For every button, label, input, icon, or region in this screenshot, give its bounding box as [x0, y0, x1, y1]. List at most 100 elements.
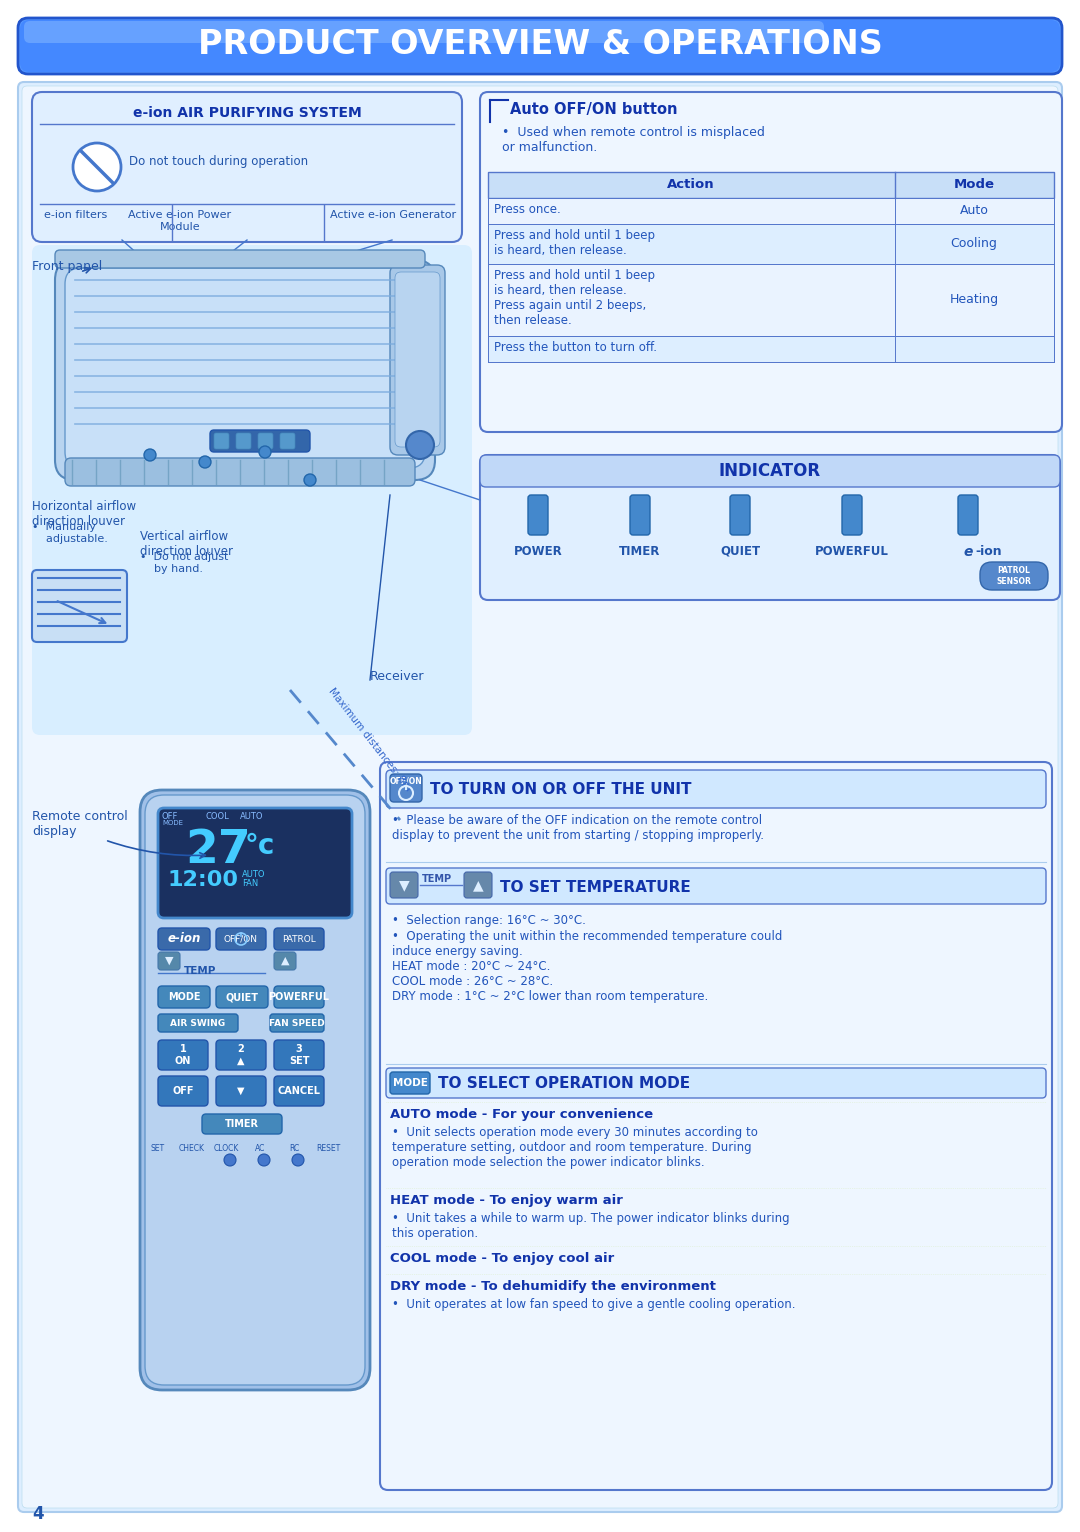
Text: POWERFUL: POWERFUL: [269, 993, 329, 1002]
Text: POWER: POWER: [514, 545, 563, 558]
Text: OFF: OFF: [172, 1086, 193, 1095]
Bar: [488, 198, 1054, 224]
Text: PATROL
SENSOR: PATROL SENSOR: [997, 567, 1031, 585]
Text: 4: 4: [32, 1504, 43, 1523]
Circle shape: [292, 1154, 303, 1166]
Text: ▼: ▼: [399, 878, 409, 892]
Text: COOL mode - To enjoy cool air: COOL mode - To enjoy cool air: [390, 1252, 615, 1265]
Circle shape: [303, 473, 316, 486]
FancyBboxPatch shape: [216, 928, 266, 950]
FancyBboxPatch shape: [216, 987, 268, 1008]
FancyBboxPatch shape: [274, 987, 324, 1008]
FancyBboxPatch shape: [216, 1075, 266, 1106]
FancyBboxPatch shape: [270, 1014, 324, 1033]
Text: •  Unit operates at low fan speed to give a gentle cooling operation.: • Unit operates at low fan speed to give…: [392, 1298, 796, 1311]
Text: Active e-ion Power
Module: Active e-ion Power Module: [129, 210, 231, 231]
Text: POWERFUL: POWERFUL: [815, 545, 889, 558]
Text: CLOCK: CLOCK: [214, 1144, 239, 1154]
Circle shape: [406, 430, 434, 460]
FancyBboxPatch shape: [237, 434, 251, 449]
Text: RESET: RESET: [315, 1144, 340, 1154]
Text: •  Operating the unit within the recommended temperature could
induce energy sav: • Operating the unit within the recommen…: [392, 930, 782, 1003]
Text: -ion: -ion: [975, 545, 1001, 558]
Text: •  Unit selects operation mode every 30 minutes according to
temperature setting: • Unit selects operation mode every 30 m…: [392, 1126, 758, 1169]
Bar: [488, 336, 1054, 362]
Text: 1
ON: 1 ON: [175, 1045, 191, 1066]
FancyBboxPatch shape: [158, 1040, 208, 1069]
Text: AUTO: AUTO: [242, 870, 266, 879]
FancyBboxPatch shape: [158, 928, 210, 950]
FancyBboxPatch shape: [730, 495, 750, 535]
FancyBboxPatch shape: [32, 245, 472, 735]
Text: TO SELECT OPERATION MODE: TO SELECT OPERATION MODE: [438, 1075, 690, 1091]
Text: Remote control
display: Remote control display: [32, 810, 127, 838]
Text: DRY mode - To dehumidify the environment: DRY mode - To dehumidify the environment: [390, 1281, 716, 1293]
Text: PRODUCT OVERVIEW & OPERATIONS: PRODUCT OVERVIEW & OPERATIONS: [198, 28, 882, 60]
Text: FAN SPEED: FAN SPEED: [269, 1019, 325, 1028]
Text: 27: 27: [185, 827, 251, 873]
Circle shape: [259, 446, 271, 458]
Text: 12:00: 12:00: [168, 870, 239, 890]
FancyBboxPatch shape: [158, 807, 352, 918]
Text: Auto: Auto: [959, 204, 988, 218]
Text: •  Unit takes a while to warm up. The power indicator blinks during
this operati: • Unit takes a while to warm up. The pow…: [392, 1212, 789, 1239]
FancyBboxPatch shape: [980, 562, 1048, 590]
Text: Mode: Mode: [954, 179, 995, 192]
Text: OFF/ON: OFF/ON: [390, 777, 422, 786]
FancyBboxPatch shape: [390, 1072, 430, 1094]
Text: •  Please be aware of the OFF indication on the remote control
display to preven: • Please be aware of the OFF indication …: [392, 813, 764, 843]
FancyBboxPatch shape: [158, 1014, 238, 1033]
Text: TO TURN ON OR OFF THE UNIT: TO TURN ON OR OFF THE UNIT: [430, 781, 691, 797]
Text: Vertical airflow
direction louver: Vertical airflow direction louver: [140, 530, 233, 558]
Text: TIMER: TIMER: [225, 1118, 259, 1129]
Text: AIR SWING: AIR SWING: [171, 1019, 226, 1028]
Text: •  Selection range: 16°C ~ 30°C.: • Selection range: 16°C ~ 30°C.: [392, 915, 585, 927]
Text: Cooling: Cooling: [950, 237, 998, 251]
FancyBboxPatch shape: [65, 268, 426, 467]
Text: TEMP: TEMP: [184, 967, 216, 976]
Text: CHECK: CHECK: [179, 1144, 205, 1154]
Text: Horizontal airflow
direction louver: Horizontal airflow direction louver: [32, 499, 136, 529]
FancyBboxPatch shape: [395, 273, 440, 447]
FancyBboxPatch shape: [386, 1068, 1047, 1098]
Text: Auto OFF/ON button: Auto OFF/ON button: [510, 103, 677, 116]
Text: ▲: ▲: [281, 956, 289, 967]
FancyBboxPatch shape: [274, 951, 296, 970]
FancyBboxPatch shape: [390, 265, 445, 455]
Text: AC: AC: [255, 1144, 266, 1154]
Text: OFF/ON: OFF/ON: [224, 935, 258, 944]
Text: SET: SET: [151, 1144, 165, 1154]
FancyBboxPatch shape: [202, 1114, 282, 1134]
FancyBboxPatch shape: [158, 1075, 208, 1106]
Text: •  Do not adjust
    by hand.: • Do not adjust by hand.: [140, 552, 228, 573]
Text: Press and hold until 1 beep
is heard, then release.
Press again until 2 beeps,
t: Press and hold until 1 beep is heard, th…: [494, 270, 654, 326]
FancyBboxPatch shape: [32, 570, 127, 642]
Bar: [488, 172, 1054, 198]
Text: •  Used when remote control is misplaced
or malfunction.: • Used when remote control is misplaced …: [502, 126, 765, 155]
FancyBboxPatch shape: [140, 791, 370, 1390]
Text: ▲: ▲: [473, 878, 484, 892]
Bar: [488, 264, 1054, 336]
Text: Do not touch during operation: Do not touch during operation: [129, 155, 308, 167]
FancyBboxPatch shape: [216, 1040, 266, 1069]
Text: COOL: COOL: [205, 812, 229, 821]
FancyBboxPatch shape: [65, 458, 415, 486]
FancyBboxPatch shape: [958, 495, 978, 535]
FancyBboxPatch shape: [480, 455, 1059, 487]
FancyBboxPatch shape: [21, 20, 1059, 72]
Text: ▼: ▼: [238, 1086, 245, 1095]
Text: 2
▲: 2 ▲: [238, 1045, 245, 1066]
Circle shape: [258, 1154, 270, 1166]
Text: FAN: FAN: [242, 879, 258, 889]
FancyBboxPatch shape: [480, 92, 1062, 432]
Text: MODE: MODE: [167, 993, 200, 1002]
Circle shape: [224, 1154, 237, 1166]
Text: TIMER: TIMER: [619, 545, 661, 558]
FancyBboxPatch shape: [280, 434, 295, 449]
Text: Receiver: Receiver: [370, 669, 424, 683]
Text: 3
SET: 3 SET: [288, 1045, 309, 1066]
Text: QUIET: QUIET: [226, 993, 258, 1002]
Text: TEMP: TEMP: [422, 873, 453, 884]
Text: OFF: OFF: [162, 812, 178, 821]
FancyBboxPatch shape: [464, 872, 492, 898]
